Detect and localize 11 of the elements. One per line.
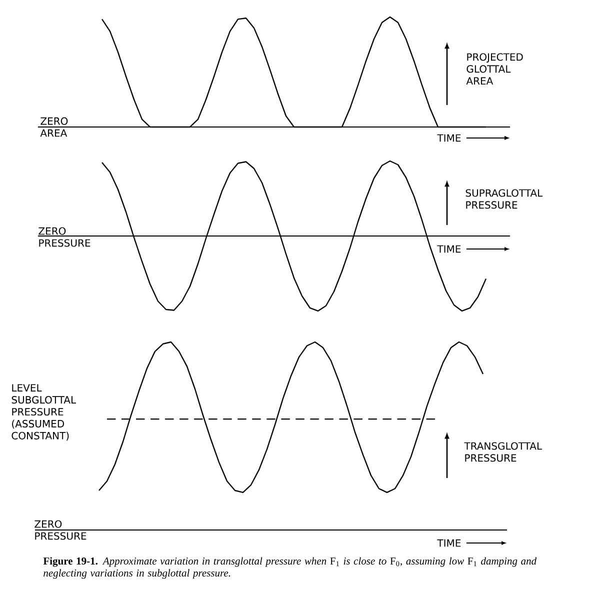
x-axis-title: TIME bbox=[437, 245, 461, 253]
x-axis-title: TIME bbox=[437, 134, 461, 142]
y-axis-title: SUPRAGLOTTAL PRESSURE bbox=[466, 189, 543, 209]
y-axis-title: TRANSGLOTTAL PRESSURE bbox=[464, 442, 542, 462]
annotation: ZERO AREA bbox=[40, 117, 68, 137]
text: Figure 19-1. Approximate variation in transglottal pressure when F$_{1}$ is close to F$_{0}$, assuming low F$_{1}$ damping and neglecting variations in subglottal pressure. bbox=[43, 557, 537, 579]
annotation: ZERO PRESSURE bbox=[38, 227, 90, 247]
annotation: ZERO PRESSURE bbox=[34, 520, 86, 540]
y-axis-title: PROJECTED GLOTTAL AREA bbox=[466, 53, 523, 85]
text: LEVEL SUBGLOTTAL PRESSURE (ASSUMED CONSTANT) bbox=[12, 384, 76, 441]
x-axis-title: TIME bbox=[437, 539, 461, 547]
